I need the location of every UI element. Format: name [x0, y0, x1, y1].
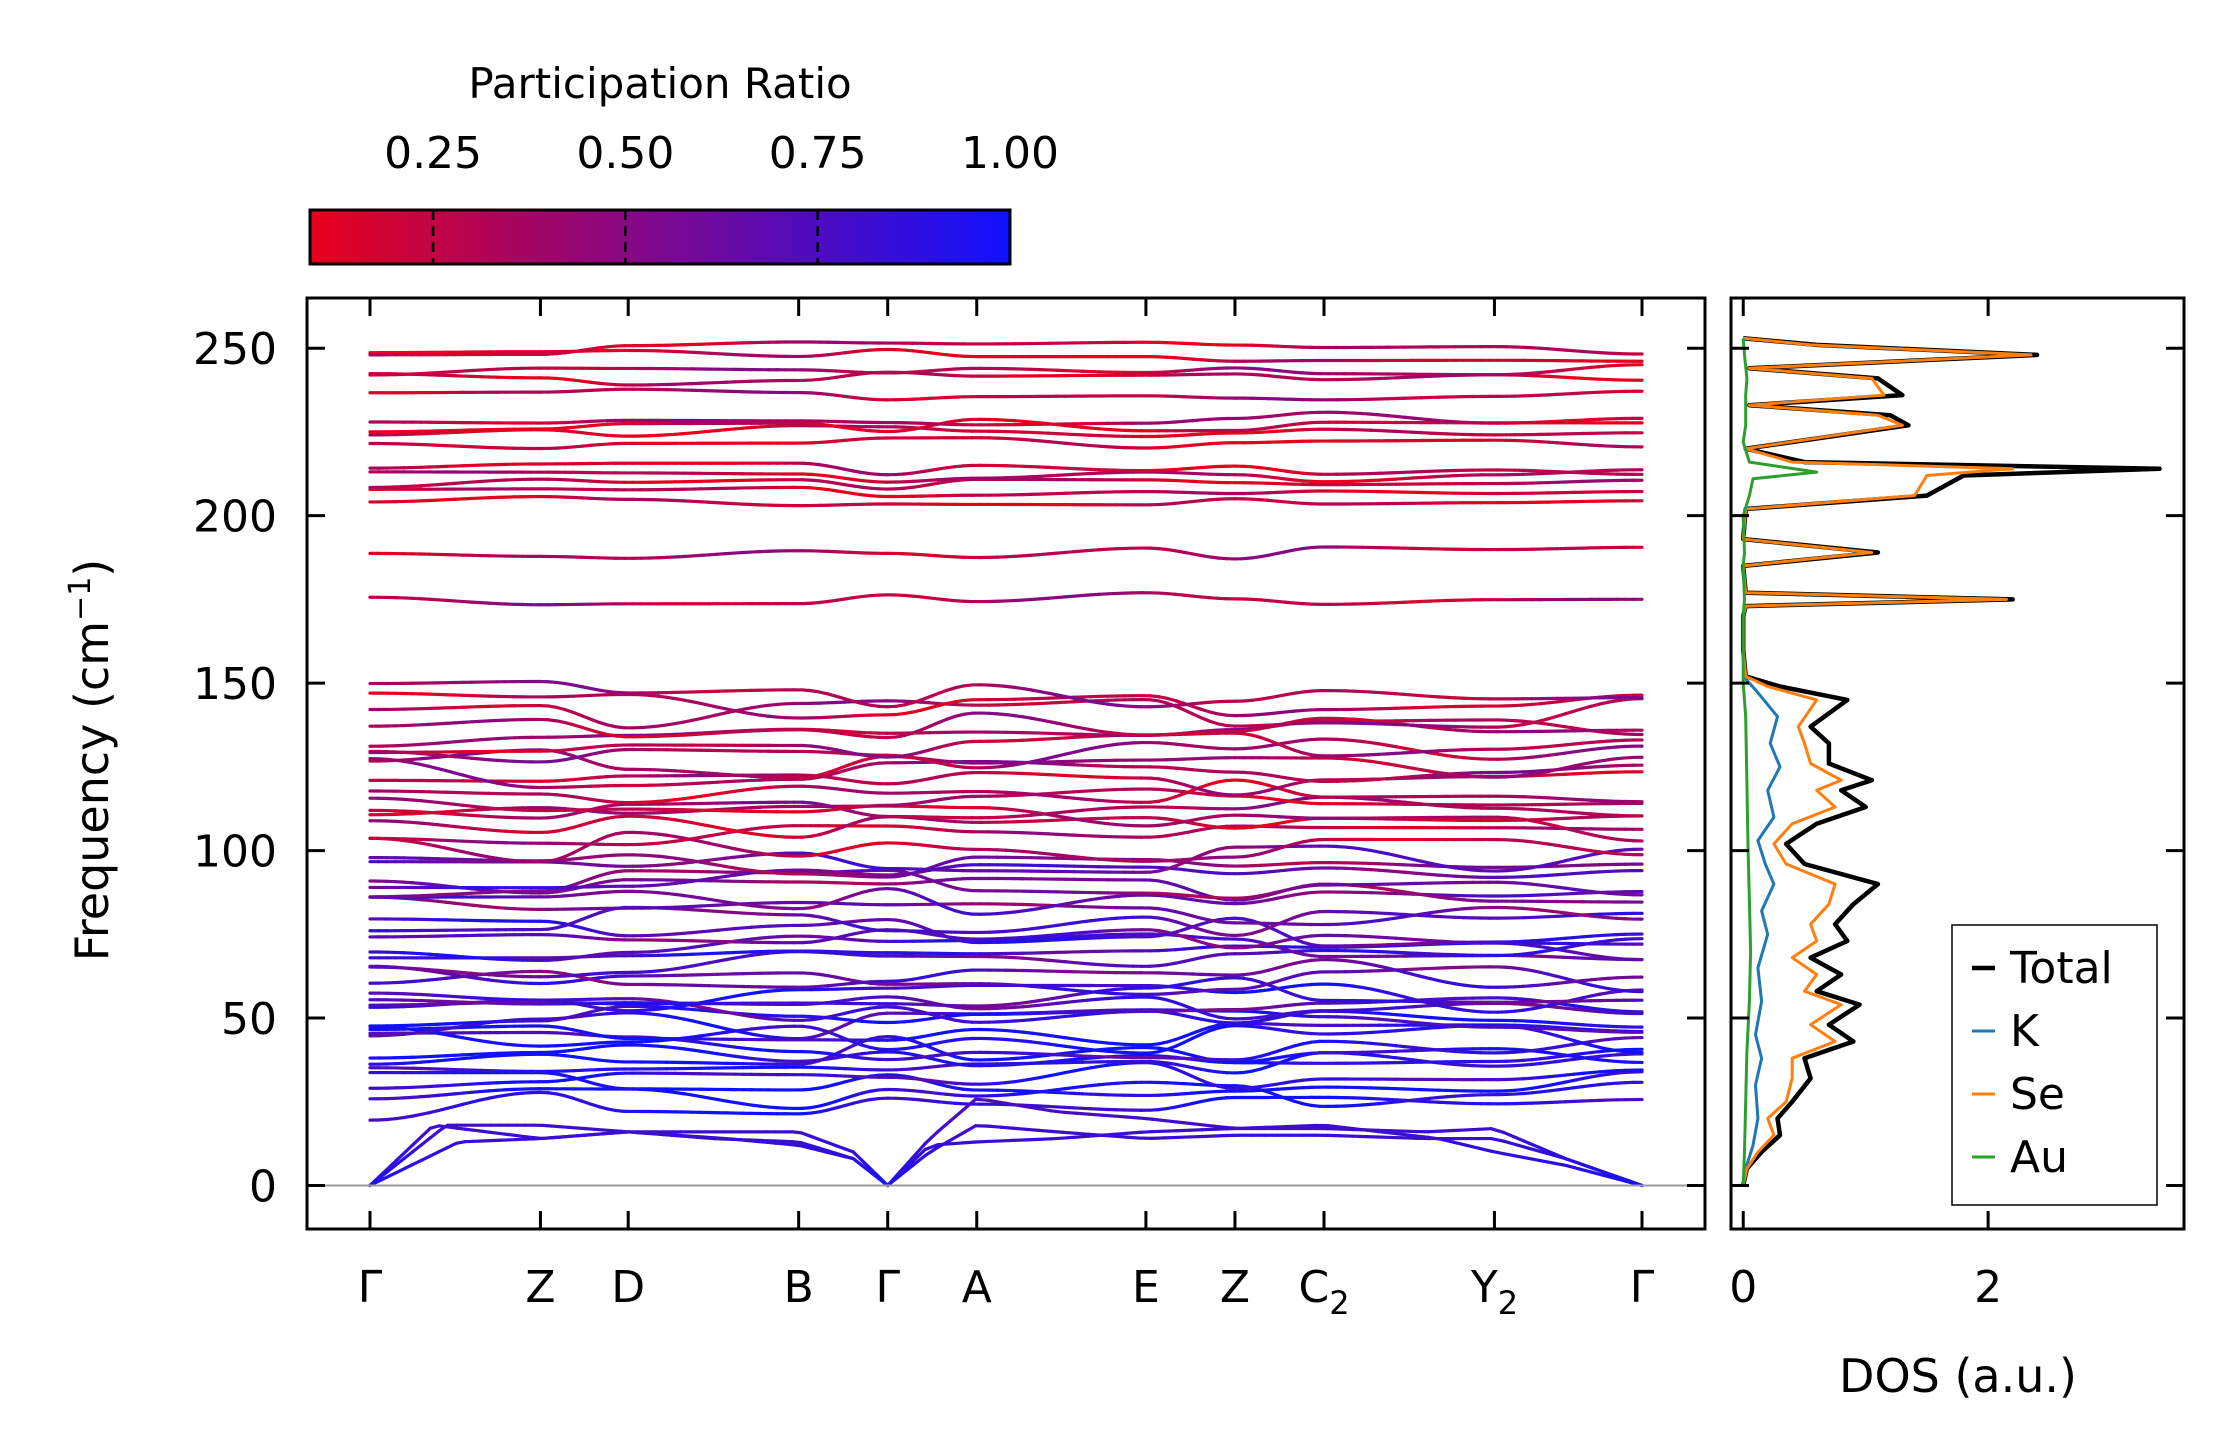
colorbar-tick-label: 0.75 — [769, 128, 867, 179]
colorbar-ticks: 0.25 0.50 0.75 1.00 — [384, 128, 1059, 264]
colorbar-tick-label: 1.00 — [961, 128, 1059, 179]
colorbar: Participation Ratio 0.25 0.50 0.75 1.00 — [308, 59, 1059, 266]
phonon-bands — [368, 340, 1644, 1188]
colorbar-title: Participation Ratio — [468, 59, 851, 108]
colorbar-tick-label: 0.25 — [384, 128, 482, 179]
colorbar-gradient — [308, 208, 1012, 266]
colorbar-tick-label: 0.50 — [576, 128, 674, 179]
